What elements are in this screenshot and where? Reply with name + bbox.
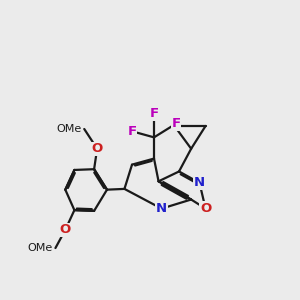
Text: O: O (200, 202, 211, 215)
Text: OMe: OMe (28, 243, 53, 253)
Text: O: O (60, 223, 71, 236)
Text: O: O (92, 142, 103, 155)
Text: F: F (149, 107, 159, 120)
Text: N: N (156, 202, 167, 215)
Text: OMe: OMe (56, 124, 82, 134)
Text: F: F (171, 117, 181, 130)
Text: N: N (194, 176, 205, 189)
Text: F: F (128, 125, 136, 138)
